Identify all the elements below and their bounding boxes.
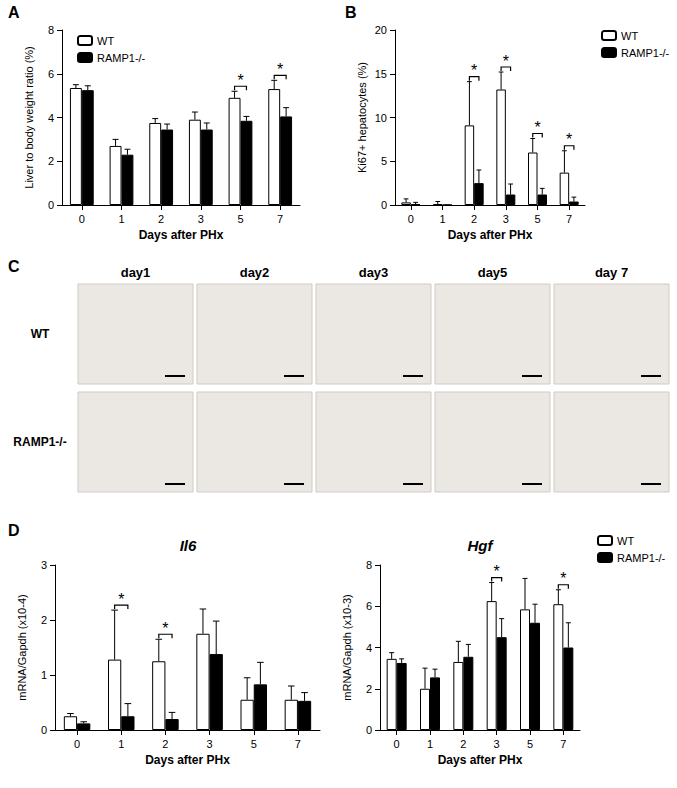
svg-text:day3: day3 [359, 265, 389, 280]
svg-text:4: 4 [366, 642, 372, 654]
svg-text:WT: WT [97, 35, 114, 47]
svg-text:3: 3 [207, 738, 213, 750]
svg-text:Il6: Il6 [180, 537, 197, 554]
svg-text:*: * [503, 53, 509, 70]
svg-text:*: * [560, 570, 566, 587]
svg-text:*: * [494, 563, 500, 580]
svg-text:5: 5 [527, 738, 533, 750]
svg-text:0: 0 [79, 213, 85, 225]
svg-text:Days after PHx: Days after PHx [438, 753, 523, 767]
svg-text:0: 0 [381, 199, 387, 211]
svg-text:7: 7 [560, 738, 566, 750]
svg-text:Hgf: Hgf [468, 537, 495, 554]
svg-text:*: * [471, 62, 477, 79]
svg-text:5: 5 [251, 738, 257, 750]
svg-text:D: D [8, 522, 20, 539]
svg-text:WT: WT [617, 535, 634, 547]
svg-text:0: 0 [394, 738, 400, 750]
svg-text:mRNA/Gapdh (x10-3): mRNA/Gapdh (x10-3) [341, 594, 353, 700]
svg-text:4: 4 [48, 112, 54, 124]
svg-text:2: 2 [48, 155, 54, 167]
svg-text:day2: day2 [240, 265, 270, 280]
svg-text:A: A [8, 4, 20, 21]
svg-text:*: * [566, 131, 572, 148]
svg-text:day 7: day 7 [595, 265, 628, 280]
svg-text:0: 0 [366, 724, 372, 736]
svg-text:1: 1 [118, 738, 124, 750]
svg-text:3: 3 [494, 738, 500, 750]
svg-text:8: 8 [366, 559, 372, 571]
svg-text:2: 2 [162, 738, 168, 750]
svg-text:Liver to body weight ratio (%): Liver to body weight ratio (%) [23, 46, 35, 188]
svg-text:7: 7 [277, 213, 283, 225]
svg-text:0: 0 [74, 738, 80, 750]
svg-text:mRNA/Gapdh (x10-4): mRNA/Gapdh (x10-4) [16, 594, 28, 700]
svg-text:2: 2 [366, 683, 372, 695]
svg-text:15: 15 [375, 68, 387, 80]
svg-text:2: 2 [41, 614, 47, 626]
svg-text:3: 3 [41, 559, 47, 571]
svg-text:8: 8 [48, 24, 54, 36]
svg-text:20: 20 [375, 24, 387, 36]
svg-text:B: B [345, 4, 357, 21]
svg-text:7: 7 [295, 738, 301, 750]
svg-text:day1: day1 [121, 265, 151, 280]
svg-text:3: 3 [503, 213, 509, 225]
svg-text:5: 5 [534, 213, 540, 225]
svg-text:RAMP1-/-: RAMP1-/- [13, 435, 66, 449]
svg-text:2: 2 [460, 738, 466, 750]
svg-text:WT: WT [31, 327, 50, 341]
svg-text:1: 1 [427, 738, 433, 750]
svg-text:2: 2 [471, 213, 477, 225]
svg-text:Ki67+ hepatocytes (%): Ki67+ hepatocytes (%) [356, 62, 368, 173]
svg-text:5: 5 [381, 155, 387, 167]
svg-text:7: 7 [566, 213, 572, 225]
svg-text:WT: WT [621, 30, 638, 42]
svg-text:RAMP1-/-: RAMP1-/- [97, 52, 146, 64]
svg-text:10: 10 [375, 112, 387, 124]
svg-text:*: * [162, 620, 168, 637]
svg-text:Days after PHx: Days after PHx [448, 228, 533, 242]
svg-text:*: * [277, 61, 283, 78]
svg-text:5: 5 [237, 213, 243, 225]
svg-text:RAMP1-/-: RAMP1-/- [621, 47, 670, 59]
svg-text:1: 1 [41, 669, 47, 681]
svg-text:2: 2 [158, 213, 164, 225]
svg-text:*: * [237, 72, 243, 89]
svg-text:Days after PHx: Days after PHx [145, 753, 230, 767]
svg-text:day5: day5 [478, 265, 508, 280]
svg-text:1: 1 [118, 213, 124, 225]
svg-text:*: * [118, 591, 124, 608]
svg-text:1: 1 [439, 213, 445, 225]
svg-text:C: C [8, 258, 20, 275]
svg-text:0: 0 [41, 724, 47, 736]
svg-text:6: 6 [366, 600, 372, 612]
svg-text:Days after PHx: Days after PHx [139, 228, 224, 242]
svg-text:3: 3 [198, 213, 204, 225]
svg-text:6: 6 [48, 68, 54, 80]
svg-text:0: 0 [408, 213, 414, 225]
svg-text:RAMP1-/-: RAMP1-/- [617, 552, 666, 564]
svg-text:0: 0 [48, 199, 54, 211]
svg-text:*: * [534, 119, 540, 136]
